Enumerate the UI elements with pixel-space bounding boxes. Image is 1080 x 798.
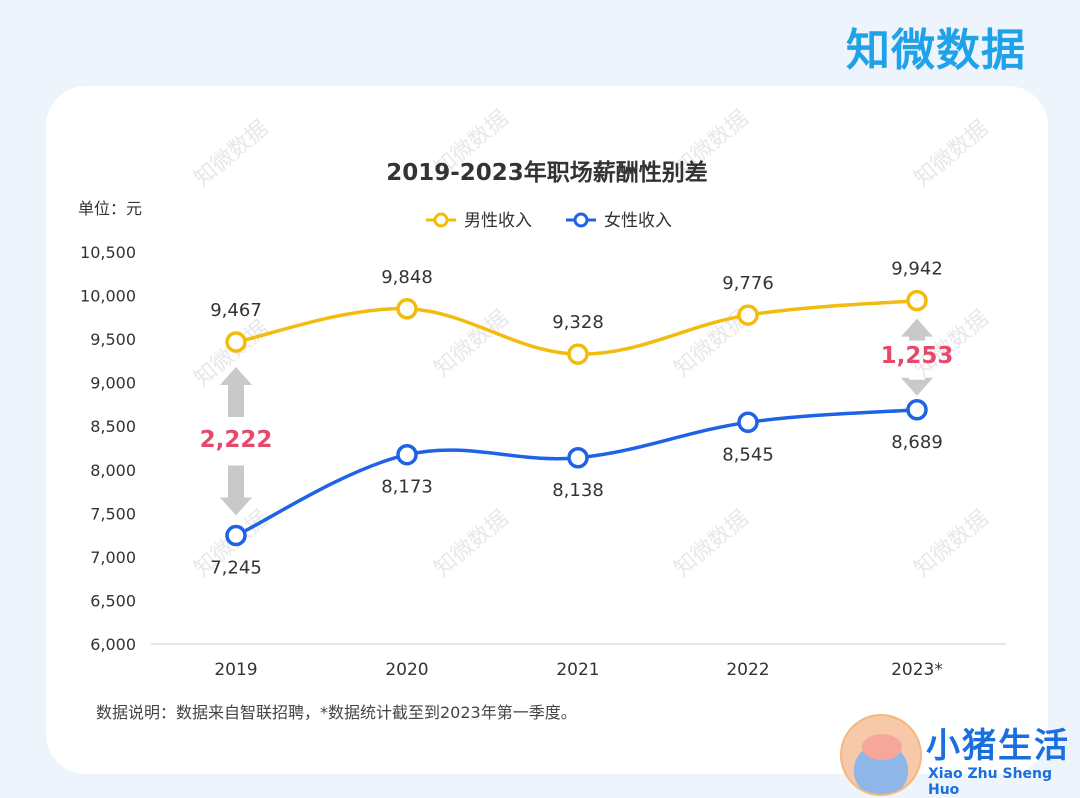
data-point [906,289,928,312]
x-tick-label: 2020 [385,660,428,680]
data-label: 8,545 [722,444,774,465]
data-point [737,304,759,326]
data-point [737,411,759,434]
data-point [906,399,928,421]
gap-arrow-down-2019 [220,465,252,516]
footer-logo: 小猪生活 Xiao Zhu Sheng Huo [838,710,1080,798]
y-tick-label: 10,000 [80,287,136,306]
gap-arrow-up-2019 [220,366,252,417]
y-tick-label: 6,500 [90,591,136,610]
series-line-female [235,408,918,538]
x-tick-label: 2023* [891,660,943,680]
data-source-note: 数据说明：数据来自智联招聘，*数据统计截至到2023年第一季度。 [96,703,577,722]
gap-annotation: 1,253 [881,343,954,369]
gap-arrow-down-2023 [901,377,933,396]
data-label: 8,138 [552,480,604,501]
data-label: 9,328 [552,312,604,333]
gap-annotation: 2,222 [200,427,273,453]
y-tick-label: 8,500 [90,417,136,436]
data-label: 9,467 [210,300,262,321]
footer-logo-cn: 小猪生活 [926,726,1070,766]
gap-arrow-up-2023 [901,318,933,341]
y-tick-label: 7,500 [90,504,136,523]
data-point [396,298,418,320]
legend-marker-0 [433,212,449,228]
data-label: 9,848 [381,267,433,288]
x-tick-label: 2022 [726,660,769,680]
data-point [396,443,418,466]
legend-label-1: 女性收入 [604,211,672,231]
data-label: 8,173 [381,477,433,498]
chart-card: 知微数据 知微数据 知微数据 知微数据 知微数据 知微数据 知微数据 知微数据 知微数据 知微数据… [46,86,1048,774]
footer-logo-en: Xiao Zhu Sheng Huo [928,766,1053,798]
brand-logo: 知微数据 [846,25,1026,76]
data-point [567,343,589,365]
data-label: 7,245 [210,558,262,579]
data-label: 8,689 [891,432,943,453]
chart-title: 2019-2023年职场薪酬性别差 [386,159,708,186]
x-tick-label: 2019 [214,660,257,680]
y-tick-label: 6,000 [90,635,136,654]
y-tick-label: 9,500 [90,330,136,349]
legend-label-0: 男性收入 [464,211,532,231]
legend-marker-1 [573,212,589,228]
y-tick-label: 10,500 [80,243,136,262]
data-label: 9,776 [722,273,774,294]
data-point [225,524,247,547]
y-tick-label: 9,000 [90,374,136,393]
data-point [225,331,247,353]
data-label: 9,942 [891,259,943,280]
data-point [567,447,589,469]
y-tick-label: 8,000 [90,461,136,480]
x-tick-label: 2021 [556,660,599,680]
unit-label: 单位：元 [78,199,142,218]
pig-mascot-icon [840,714,922,796]
y-tick-label: 7,000 [90,548,136,567]
